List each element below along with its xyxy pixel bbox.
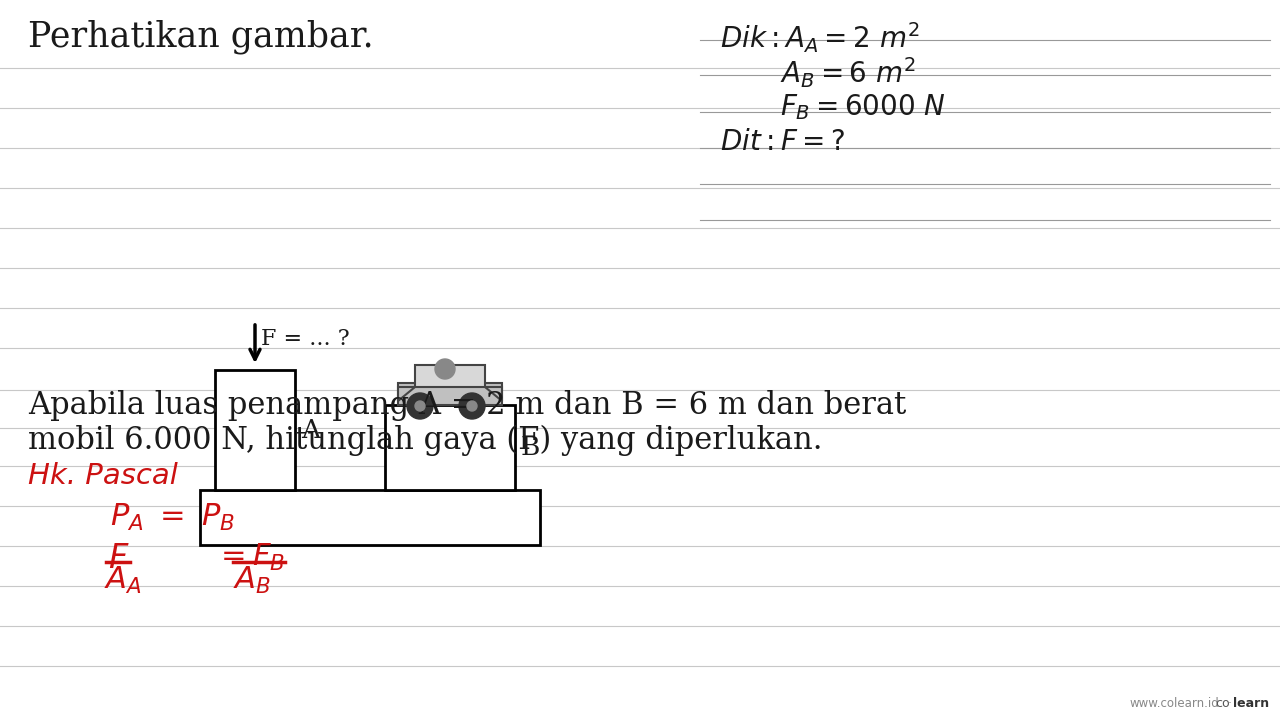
Bar: [415, 365, 485, 387]
Text: $Dik : A_A = 2\ m^2$: $Dik : A_A = 2\ m^2$: [719, 20, 920, 55]
Text: $F_B = 6000\ N$: $F_B = 6000\ N$: [780, 92, 946, 122]
Polygon shape: [485, 387, 502, 401]
Text: B: B: [521, 435, 540, 460]
Bar: [215, 370, 294, 490]
Text: $Dit : F = ?$: $Dit : F = ?$: [719, 128, 845, 156]
Bar: [200, 490, 540, 545]
Text: $A_A$: $A_A$: [104, 565, 142, 596]
Text: F: F: [108, 542, 127, 575]
Text: Apabila luas penampang A = 2 m dan B = 6 m dan berat: Apabila luas penampang A = 2 m dan B = 6…: [28, 390, 906, 421]
Circle shape: [460, 393, 485, 419]
Circle shape: [415, 401, 425, 411]
Text: Perhatikan gambar.: Perhatikan gambar.: [28, 20, 374, 55]
Text: learn: learn: [1233, 697, 1270, 710]
Text: $A_B = 6\ m^2$: $A_B = 6\ m^2$: [780, 55, 916, 90]
Text: Hk. Pascal: Hk. Pascal: [28, 462, 178, 490]
Text: A: A: [301, 418, 320, 443]
Circle shape: [407, 393, 433, 419]
Text: mobil 6.000 N, hitunglah gaya (F) yang diperlukan.: mobil 6.000 N, hitunglah gaya (F) yang d…: [28, 425, 823, 456]
Text: co: co: [1215, 697, 1230, 710]
Bar: [385, 405, 515, 490]
Bar: [398, 383, 502, 405]
Text: www.colearn.id: www.colearn.id: [1130, 697, 1220, 710]
Circle shape: [435, 359, 454, 379]
Circle shape: [467, 401, 477, 411]
Text: $= F_B$: $= F_B$: [215, 542, 285, 573]
Text: F = ... ?: F = ... ?: [261, 328, 349, 350]
Text: ·: ·: [1228, 697, 1231, 710]
Polygon shape: [398, 387, 415, 401]
Text: $A_B$: $A_B$: [233, 565, 271, 596]
Text: $P_A\ =\ P_B$: $P_A\ =\ P_B$: [110, 502, 234, 533]
